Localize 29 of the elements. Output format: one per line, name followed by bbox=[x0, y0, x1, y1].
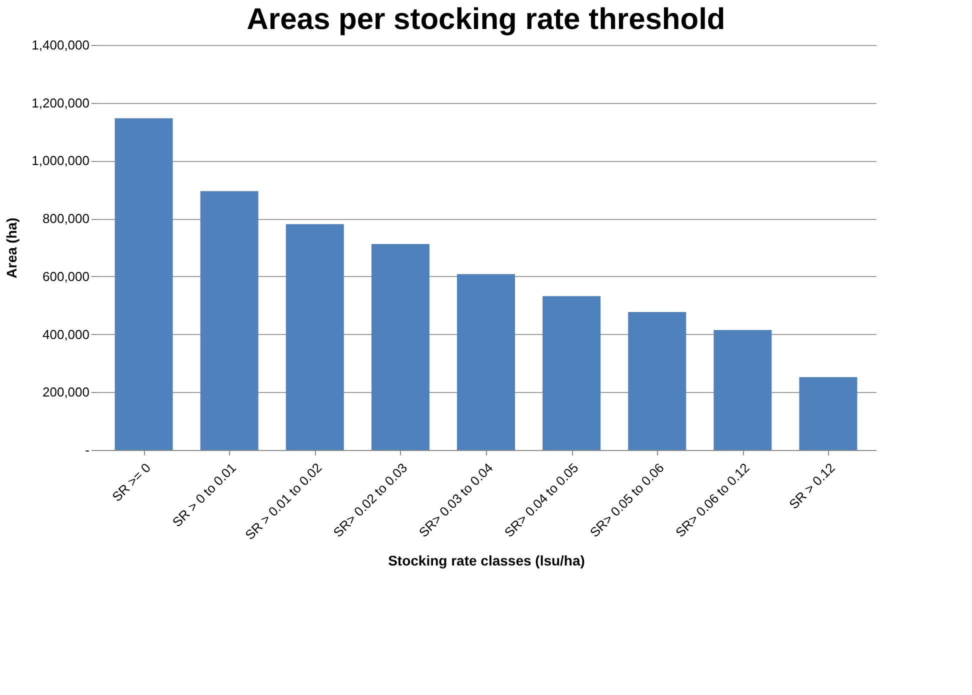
y-tick-label: 1,400,000 bbox=[32, 38, 90, 52]
y-tick-label: 1,000,000 bbox=[32, 153, 90, 168]
y-tick-label: 600,000 bbox=[42, 268, 90, 284]
bar bbox=[200, 191, 258, 450]
x-tick-label: SR> 0.05 to 0.06 bbox=[586, 460, 667, 540]
bar bbox=[799, 377, 858, 450]
y-axis-title: Area (ha) bbox=[4, 218, 20, 278]
bar bbox=[457, 274, 515, 450]
bar bbox=[286, 224, 344, 450]
y-tick-label: 1,200,000 bbox=[32, 95, 90, 110]
chart-title: Areas per stocking rate threshold bbox=[246, 3, 726, 36]
bar bbox=[114, 118, 173, 450]
x-tick-label: SR> 0.03 to 0.04 bbox=[416, 460, 496, 540]
x-tick-label: SR> 0.02 to 0.03 bbox=[330, 460, 410, 540]
x-tick-label: SR> 0.04 to 0.05 bbox=[501, 460, 582, 540]
x-tick-label: SR > 0.12 bbox=[786, 460, 838, 512]
bar bbox=[542, 296, 601, 450]
bar bbox=[714, 330, 772, 450]
bar bbox=[371, 244, 430, 450]
y-tick-label: 200,000 bbox=[42, 384, 90, 400]
y-tick-label: 800,000 bbox=[42, 211, 90, 226]
x-tick-label: SR > 0.01 to 0.02 bbox=[242, 460, 325, 542]
x-tick-label: SR> 0.06 to 0.12 bbox=[672, 460, 752, 540]
x-tick-label: SR >= 0 bbox=[109, 460, 154, 504]
x-tick-label: SR > 0 to 0.01 bbox=[169, 460, 240, 530]
x-axis-title: Stocking rate classes (lsu/ha) bbox=[388, 552, 585, 568]
y-tick-label: 400,000 bbox=[42, 326, 90, 342]
bar bbox=[628, 312, 686, 450]
y-tick-label: - bbox=[85, 442, 90, 458]
